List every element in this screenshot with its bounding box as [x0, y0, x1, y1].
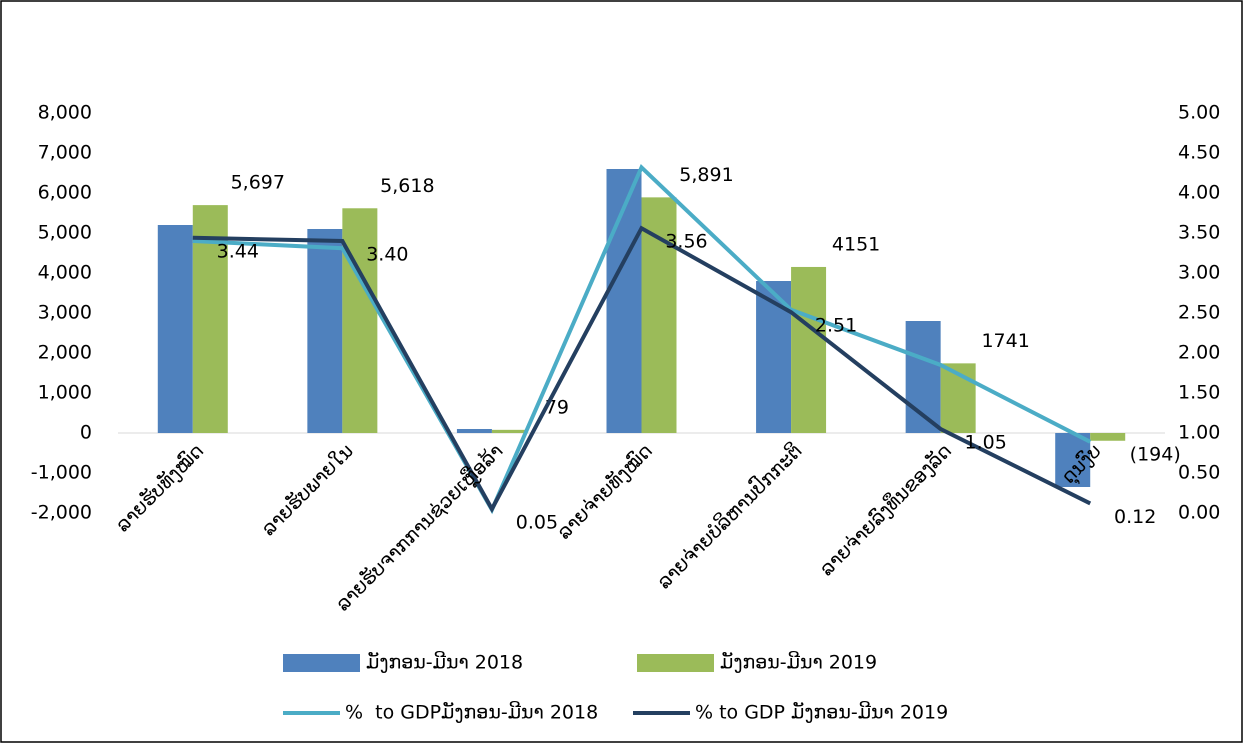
data-label: 3.40	[366, 244, 408, 266]
legend-label: % to GDPມັງກອນ-ມີນາ 2018	[345, 700, 598, 724]
y-tick-label: 7,000	[38, 142, 92, 164]
x-tick-label: ລາຍຈ່າຍທັງໝົດ	[552, 439, 657, 544]
data-label: 2.51	[815, 315, 857, 337]
bar	[606, 169, 642, 433]
y-tick-label: 8,000	[38, 102, 92, 124]
data-label: 4151	[832, 233, 880, 255]
legend-swatch	[637, 654, 714, 672]
x-tick-label: ລາຍຮັບພາຍໃນ	[257, 439, 358, 540]
y2-tick-label: 5.00	[1178, 102, 1220, 124]
legend-label: ມັງກອນ-ມີນາ 2018	[366, 650, 523, 674]
y2-tick-label: 0.00	[1178, 502, 1220, 524]
line-series	[192, 163, 1092, 515]
line-series	[192, 225, 1092, 514]
bar	[791, 266, 827, 433]
y2-tick-label: 1.00	[1178, 422, 1220, 444]
y2-tick-label: 2.00	[1178, 342, 1220, 364]
legend-label: ມັງກອນ-ມີນາ 2019	[720, 650, 877, 674]
data-label: 5,618	[380, 175, 434, 197]
y-tick-label: 3,000	[38, 302, 92, 324]
y-tick-label: -2,000	[31, 502, 92, 524]
bar	[157, 225, 193, 433]
y-tick-label: 6,000	[38, 182, 92, 204]
legend-swatch	[283, 654, 360, 672]
legend-label: % to GDP ມັງກອນ-ມີນາ 2019	[695, 700, 948, 724]
y2-tick-label: 4.50	[1178, 142, 1220, 164]
data-label: 0.05	[516, 512, 558, 534]
bar	[491, 429, 527, 433]
y-tick-label: -1,000	[31, 462, 92, 484]
bar	[456, 429, 492, 433]
y2-tick-label: 0.50	[1178, 462, 1220, 484]
bar	[307, 229, 343, 433]
y2-tick-label: 3.00	[1178, 262, 1220, 284]
data-label: 3.44	[217, 240, 259, 262]
x-tick-label: ລາຍຮັບທັງໝົດ	[111, 439, 208, 536]
data-label: 5,697	[231, 172, 285, 194]
data-label: 0.12	[1114, 506, 1156, 528]
y-tick-label: 0	[80, 422, 92, 444]
data-label: (194)	[1130, 444, 1181, 466]
bar	[342, 208, 378, 433]
bar	[1090, 433, 1126, 441]
x-tick-label: ລາຍຮັບຈາກການຊ່ວຍເຫຼືອລ້າ	[330, 438, 508, 616]
data-label: 3.56	[665, 231, 707, 253]
y2-tick-label: 2.50	[1178, 302, 1220, 324]
y-tick-label: 1,000	[38, 382, 92, 404]
y-tick-label: 2,000	[38, 342, 92, 364]
data-label: 5,891	[679, 164, 733, 186]
y2-tick-label: 4.00	[1178, 182, 1220, 204]
data-label: 1.05	[964, 432, 1006, 454]
y2-tick-label: 1.50	[1178, 382, 1220, 404]
x-tick-label: ລາຍຈ່າຍບໍລິຫານປົກກະຕິ	[651, 438, 807, 594]
y-tick-label: 5,000	[38, 222, 92, 244]
bar	[1055, 433, 1091, 487]
x-tick-label: ລາຍຈ່າຍລົງທຶນຂອງລັດ	[814, 438, 956, 580]
y-tick-label: 4,000	[38, 262, 92, 284]
y2-tick-label: 3.50	[1178, 222, 1220, 244]
data-label: 1741	[981, 330, 1029, 352]
